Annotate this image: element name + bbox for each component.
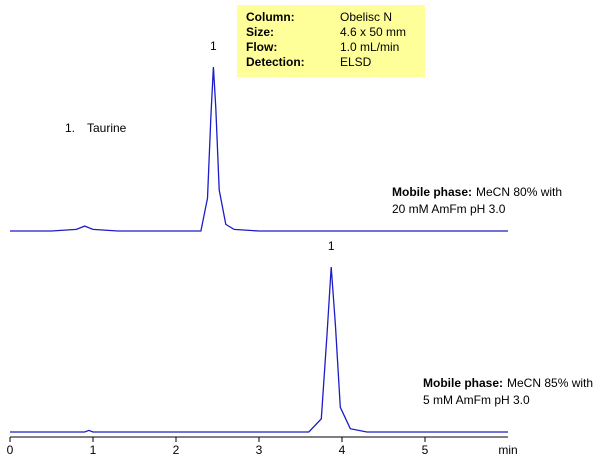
info-label: Column:	[246, 10, 295, 24]
compound-number: 1.	[65, 121, 75, 135]
trace	[10, 266, 508, 433]
mobile-phase-text: 20 mM AmFm pH 3.0	[392, 202, 506, 216]
mobile-phase-text: MeCN 85% with	[507, 376, 593, 390]
info-box	[237, 5, 425, 77]
x-tick-label: 1	[90, 443, 97, 457]
x-tick-label: 5	[422, 443, 429, 457]
info-value: 1.0 mL/min	[340, 40, 399, 54]
mobile-phase: Mobile phase: MeCN 80% with	[392, 185, 562, 199]
peak-label: 1	[210, 39, 217, 53]
trace	[10, 66, 508, 232]
peak-label: 1	[328, 239, 335, 253]
x-axis-label: min	[498, 443, 517, 457]
x-tick-label: 0	[7, 443, 14, 457]
info-label: Detection:	[246, 55, 305, 69]
info-label: Size:	[246, 25, 274, 39]
info-value: ELSD	[340, 55, 372, 69]
x-tick-label: 2	[173, 443, 180, 457]
mobile-phase-text: MeCN 80% with	[476, 185, 562, 199]
mobile-phase-label: Mobile phase:	[392, 185, 472, 199]
info-value: Obelisc N	[340, 10, 392, 24]
x-tick-label: 3	[256, 443, 263, 457]
info-label: Flow:	[246, 40, 277, 54]
mobile-phase-text: 5 mM AmFm pH 3.0	[423, 393, 530, 407]
info-value: 4.6 x 50 mm	[340, 25, 406, 39]
mobile-phase: Mobile phase: MeCN 85% with	[423, 376, 593, 390]
compound-name: Taurine	[87, 121, 127, 135]
x-tick-label: 4	[339, 443, 346, 457]
mobile-phase-label: Mobile phase:	[423, 376, 503, 390]
